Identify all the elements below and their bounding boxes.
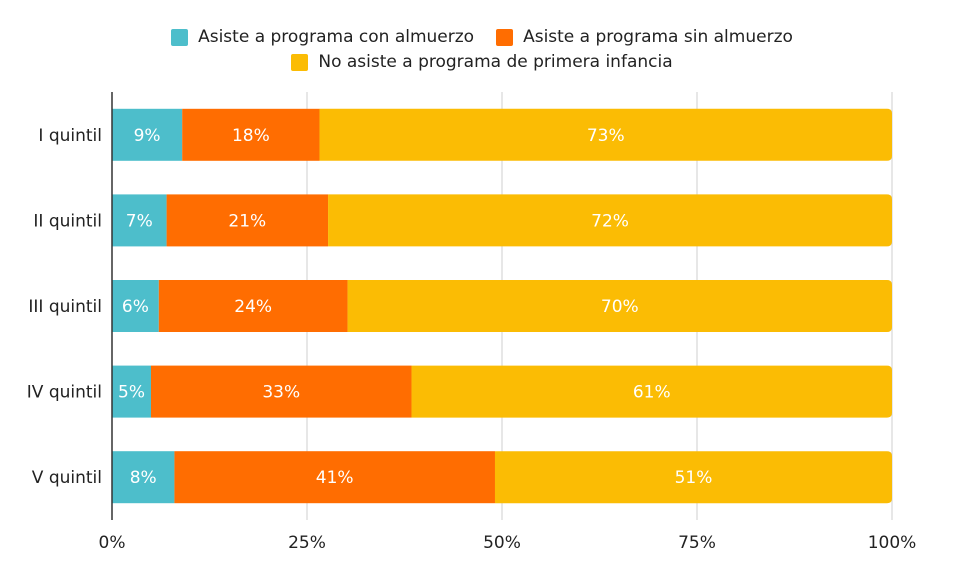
category-label: V quintil (32, 468, 102, 488)
bar-data-label: 41% (316, 468, 354, 488)
bar-data-label: 72% (591, 211, 629, 231)
bar-data-label: 24% (234, 297, 272, 317)
legend-swatch-sin-almuerzo (496, 28, 514, 46)
legend-label-no-asiste: No asiste a programa de primera infancia (318, 52, 673, 72)
category-label: III quintil (28, 297, 102, 317)
bar-segment (112, 194, 167, 247)
category-label: I quintil (38, 126, 102, 146)
x-tick-label: 0% (99, 533, 126, 553)
bar-data-label: 61% (633, 383, 671, 403)
x-tick-label: 25% (288, 533, 326, 553)
x-tick-label: 75% (678, 533, 716, 553)
bar-data-label: 5% (118, 383, 145, 403)
bar-segment (112, 108, 183, 161)
legend-swatch-no-asiste (291, 53, 309, 71)
bar-data-label: 18% (232, 126, 270, 146)
bar-data-label: 9% (134, 126, 161, 146)
bar-segment (112, 451, 175, 504)
bar-segment (112, 280, 159, 332)
bar-segment (112, 365, 151, 418)
bar-segment (411, 365, 892, 418)
category-label: IV quintil (27, 383, 102, 403)
bar-segment (319, 108, 893, 161)
legend-item-con-almuerzo: Asiste a programa con almuerzo (171, 27, 474, 47)
legend-label-sin-almuerzo: Asiste a programa sin almuerzo (523, 27, 793, 47)
bar-data-label: 21% (228, 211, 266, 231)
bar-segment (166, 194, 329, 247)
legend-row-2: No asiste a programa de primera infancia (0, 52, 964, 72)
bar-segment (347, 280, 892, 332)
bar-segment (151, 365, 412, 418)
bar-data-label: 70% (601, 297, 639, 317)
x-tick-label: 50% (483, 533, 521, 553)
category-label: II quintil (33, 211, 102, 231)
bar-data-label: 73% (587, 126, 625, 146)
bar-segment (182, 108, 320, 161)
bar-segment (174, 451, 495, 504)
legend-label-con-almuerzo: Asiste a programa con almuerzo (198, 27, 475, 47)
bar-data-label: 33% (262, 383, 300, 403)
legend-row-1: Asiste a programa con almuerzo Asiste a … (0, 27, 964, 47)
bar-segment (158, 280, 348, 332)
bar-data-label: 51% (675, 468, 713, 488)
bar-data-label: 6% (122, 297, 149, 317)
x-tick-label: 100% (868, 533, 917, 553)
legend-item-sin-almuerzo: Asiste a programa sin almuerzo (496, 27, 793, 47)
bar-data-label: 7% (126, 211, 153, 231)
bar-segment (328, 194, 892, 247)
legend-swatch-con-almuerzo (171, 28, 189, 46)
legend-item-no-asiste: No asiste a programa de primera infancia (291, 52, 673, 72)
bar-data-label: 8% (130, 468, 157, 488)
bar-segment (494, 451, 892, 504)
